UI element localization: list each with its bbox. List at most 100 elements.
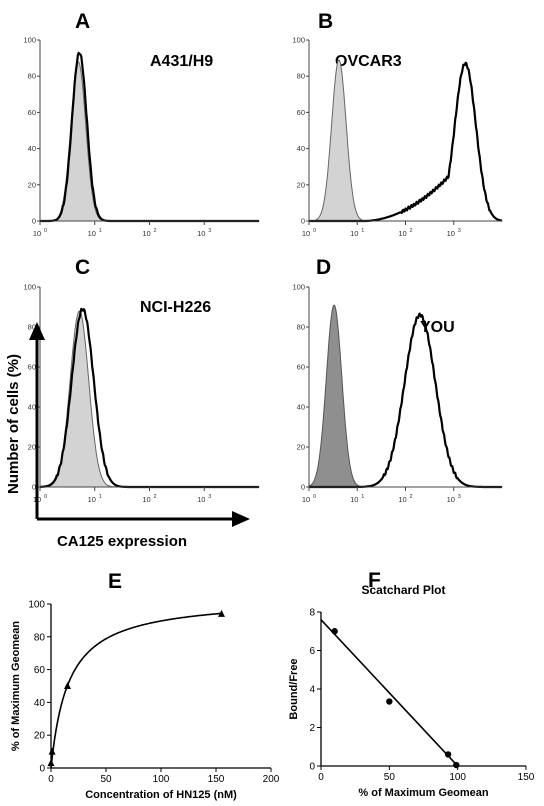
y-axis-label: % of Maximum Geomean [10, 621, 22, 751]
x-axis-arrowhead [232, 511, 250, 527]
x-axis-label: % of Maximum Geomean [358, 787, 488, 799]
y-tick-label: 100 [292, 283, 305, 292]
x-tick-base: 10 [142, 495, 150, 504]
x-tick-base: 10 [350, 229, 358, 238]
y-tick-label: 6 [309, 646, 315, 657]
x-tick-base: 10 [302, 495, 310, 504]
y-tick-label: 20 [297, 443, 305, 452]
x-tick-label: 10 1 [350, 494, 364, 504]
y-tick-label: 60 [28, 108, 36, 117]
flow-x-axis-label: CA125 expression [57, 533, 187, 550]
flow-y-axis-label: Number of cells (%) [5, 354, 22, 494]
data-point [444, 751, 452, 758]
x-tick-exponent: 0 [313, 228, 316, 234]
x-tick-label: 100 [153, 774, 170, 785]
cell-line-label: YOU [420, 319, 455, 336]
x-tick-base: 10 [88, 229, 96, 238]
y-tick-label: 0 [32, 217, 36, 226]
x-tick-base: 10 [398, 229, 406, 238]
data-point [386, 698, 393, 705]
y-tick-label: 100 [292, 36, 305, 45]
y-tick-label: 20 [28, 443, 36, 452]
x-tick-label: 10 1 [88, 494, 102, 504]
y-tick-label: 60 [28, 363, 36, 372]
y-tick-label: 40 [297, 144, 305, 153]
x-tick-exponent: 0 [44, 494, 47, 500]
x-tick-exponent: 2 [410, 494, 413, 500]
fit-curve [50, 612, 222, 769]
control-histogram [39, 61, 260, 222]
x-tick-label: 10 2 [142, 494, 156, 504]
y-axis-arrowhead [29, 322, 45, 340]
panel-label: F [368, 569, 381, 592]
x-tick-label: 150 [518, 772, 535, 783]
x-tick-label: 10 3 [447, 228, 461, 238]
y-tick-label: 8 [309, 608, 315, 619]
x-tick-exponent: 1 [99, 228, 102, 234]
x-tick-base: 10 [398, 495, 406, 504]
x-tick-label: 200 [263, 774, 280, 785]
y-tick-label: 0 [39, 764, 45, 775]
y-tick-label: 80 [297, 72, 305, 81]
panel-label: A [75, 10, 90, 33]
x-tick-label: 100 [33, 494, 47, 504]
data-point [64, 682, 71, 689]
x-tick-base: 10 [142, 229, 150, 238]
x-tick-exponent: 0 [313, 494, 316, 500]
y-tick-label: 2 [309, 723, 315, 734]
x-tick-exponent: 1 [99, 494, 102, 500]
data-point [331, 628, 338, 635]
y-tick-label: 0 [32, 483, 36, 492]
x-tick-exponent: 0 [44, 228, 47, 234]
data-point [218, 609, 225, 617]
y-tick-label: 4 [309, 685, 315, 696]
x-tick-label: 10 3 [447, 494, 461, 504]
data-point [453, 761, 460, 769]
x-tick-base: 10 [302, 229, 310, 238]
regression-line [320, 619, 459, 767]
control-histogram [308, 59, 503, 222]
x-axis-label: Concentration of HN125 (nM) [85, 789, 237, 801]
y-tick-label: 20 [28, 180, 36, 189]
chart-title: Scatchard Plot [361, 583, 445, 597]
x-tick-label: 10 3 [197, 228, 211, 238]
x-tick-label: 50 [100, 774, 112, 785]
y-tick-label: 40 [28, 403, 36, 412]
x-tick-exponent: 2 [410, 228, 413, 234]
data-point [48, 747, 56, 755]
x-tick-base: 10 [350, 495, 358, 504]
x-tick-base: 10 [33, 229, 41, 238]
y-tick-label: 80 [297, 323, 305, 332]
x-tick-label: 10 2 [398, 494, 412, 504]
x-tick-label: 100 [449, 772, 466, 783]
y-tick-label: 0 [301, 483, 305, 492]
x-tick-exponent: 1 [361, 494, 364, 500]
panel-label: C [75, 256, 90, 279]
x-tick-label: 0 [318, 772, 324, 783]
panel-label: E [108, 570, 122, 593]
flow-axes: Number of cells (%) CA125 expression [5, 322, 250, 550]
x-tick-base: 10 [197, 229, 205, 238]
x-tick-exponent: 3 [458, 494, 461, 500]
x-tick-label: 10 2 [398, 228, 412, 238]
x-tick-base: 10 [447, 495, 455, 504]
y-tick-label: 80 [34, 632, 46, 643]
y-axis-label: Bound/Free [288, 658, 300, 719]
chart-panel-e: E 0 20 40 60 80 100 0 50 100 150 200 Concentration o… [10, 570, 280, 801]
y-tick-label: 80 [28, 323, 36, 332]
x-tick-label: 10 1 [350, 228, 364, 238]
x-tick-base: 10 [197, 495, 205, 504]
y-tick-label: 100 [23, 36, 36, 45]
x-tick-exponent: 2 [154, 494, 157, 500]
y-tick-label: 100 [23, 283, 36, 292]
cell-line-label: NCI-H226 [140, 299, 211, 316]
y-tick-label: 60 [297, 363, 305, 372]
x-tick-label: 50 [384, 772, 396, 783]
x-tick-exponent: 3 [208, 228, 211, 234]
